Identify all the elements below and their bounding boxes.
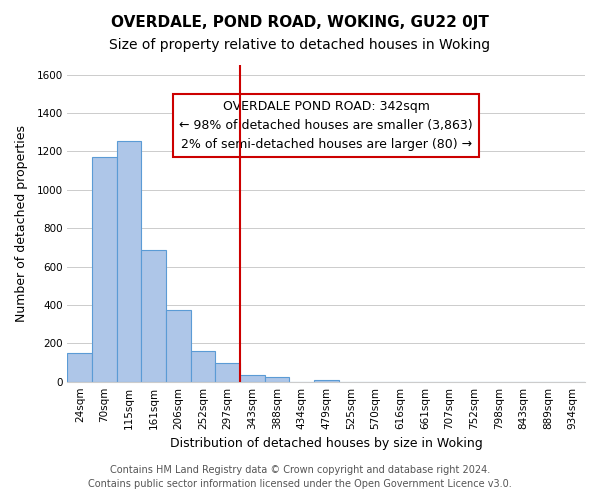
Y-axis label: Number of detached properties: Number of detached properties <box>15 125 28 322</box>
Bar <box>67 354 92 382</box>
Bar <box>92 157 117 382</box>
Bar <box>117 141 142 382</box>
Text: Contains HM Land Registry data © Crown copyright and database right 2024.: Contains HM Land Registry data © Crown c… <box>110 465 490 475</box>
X-axis label: Distribution of detached houses by size in Woking: Distribution of detached houses by size … <box>170 437 482 450</box>
Text: Contains public sector information licensed under the Open Government Licence v3: Contains public sector information licen… <box>88 479 512 489</box>
Bar <box>142 250 166 382</box>
Text: Size of property relative to detached houses in Woking: Size of property relative to detached ho… <box>109 38 491 52</box>
Bar <box>166 310 191 382</box>
Bar <box>314 380 338 382</box>
Text: OVERDALE, POND ROAD, WOKING, GU22 0JT: OVERDALE, POND ROAD, WOKING, GU22 0JT <box>111 15 489 30</box>
Text: OVERDALE POND ROAD: 342sqm
← 98% of detached houses are smaller (3,863)
2% of se: OVERDALE POND ROAD: 342sqm ← 98% of deta… <box>179 100 473 151</box>
Bar <box>240 375 265 382</box>
Bar <box>191 351 215 382</box>
Bar <box>265 378 289 382</box>
Bar <box>215 364 240 382</box>
